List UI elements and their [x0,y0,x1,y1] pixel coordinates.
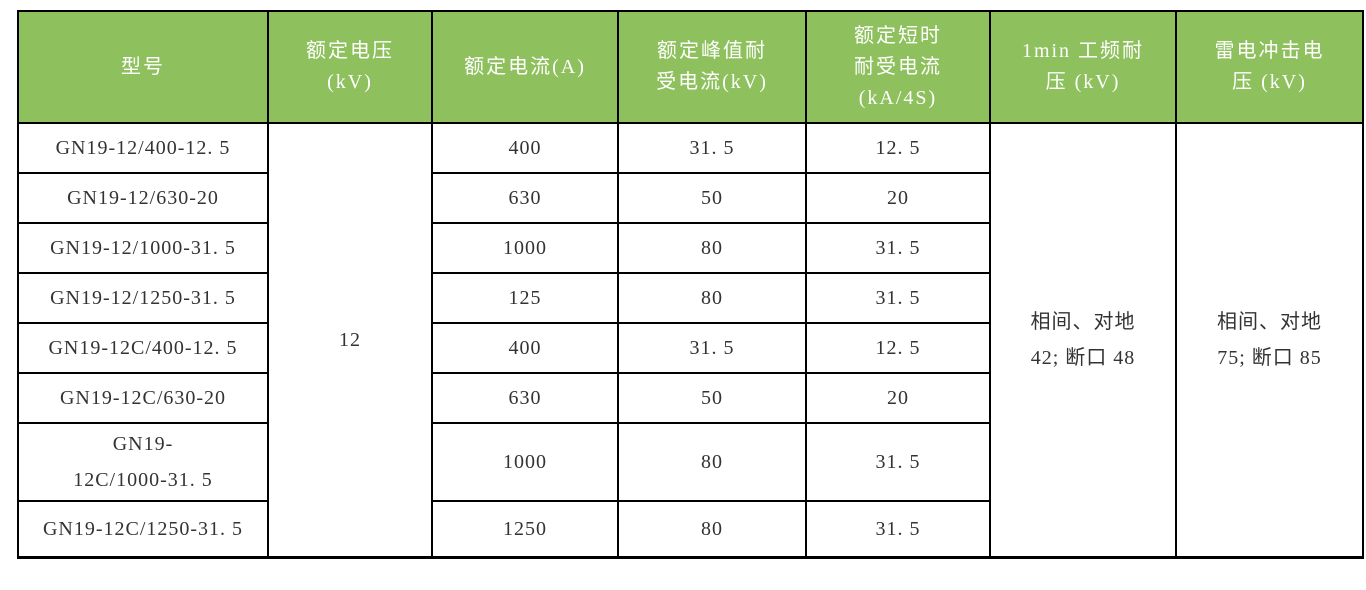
short-time-withstand-cell: 20 [805,172,991,224]
rated-current-cell: 1000 [431,422,619,502]
rated-current-cell: 1250 [431,500,619,558]
peak-withstand-cell: 80 [617,422,807,502]
model-cell: GN19- 12C/1000-31. 5 [17,422,269,502]
table-body: GN19-12/400-12. 5 12 400 31. 5 12. 5 相间、… [17,122,1364,558]
model-cell: GN19-12C/630-20 [17,372,269,424]
short-time-withstand-cell: 31. 5 [805,500,991,558]
model-cell: GN19-12/1000-31. 5 [17,222,269,274]
column-header-rated-voltage: 额定电压 (kV) [267,10,433,124]
short-time-withstand-cell: 12. 5 [805,322,991,374]
table-row: GN19-12/400-12. 5 12 400 31. 5 12. 5 相间、… [17,122,1364,558]
peak-withstand-cell: 31. 5 [617,322,807,374]
model-cell: GN19-12C/400-12. 5 [17,322,269,374]
spec-table: 型号 额定电压 (kV) 额定电流(A) 额定峰值耐 受电流(kV) 额定短时 … [17,10,1364,559]
column-header-rated-current: 额定电流(A) [431,10,619,124]
peak-withstand-cell: 80 [617,222,807,274]
table-row: GN19-12C/1250-31. 5 1250 80 31. 5 [17,500,1363,558]
rated-current-cell: 1000 [431,222,619,274]
peak-withstand-cell: 50 [617,372,807,424]
peak-withstand-cell: 50 [617,172,807,224]
peak-withstand-cell: 31. 5 [617,122,807,174]
rated-current-cell: 125 [431,272,619,324]
short-time-withstand-cell: 12. 5 [805,122,991,174]
table-row: GN19-12/630-20 630 50 20 [17,172,1363,224]
table-row: GN19- 12C/1000-31. 5 1000 80 31. 5 [17,422,1363,502]
rated-current-cell: 630 [431,172,619,224]
table-row: GN19-12/1000-31. 5 1000 80 31. 5 [17,222,1363,274]
rated-current-cell: 630 [431,372,619,424]
peak-withstand-cell: 80 [617,272,807,324]
column-header-peak-withstand-current: 额定峰值耐 受电流(kV) [617,10,807,124]
table-header: 型号 额定电压 (kV) 额定电流(A) 额定峰值耐 受电流(kV) 额定短时 … [17,10,1364,124]
short-time-withstand-cell: 31. 5 [805,422,991,502]
lightning-impulse-cell: 相间、对地 75; 断口 85 [1175,122,1364,558]
model-cell: GN19-12/400-12. 5 [17,122,269,174]
peak-withstand-cell: 80 [617,500,807,558]
model-cell: GN19-12/1250-31. 5 [17,272,269,324]
short-time-withstand-cell: 31. 5 [805,222,991,274]
rated-voltage-cell: 12 [267,122,433,558]
table-row: GN19-12/1250-31. 5 125 80 31. 5 [17,272,1363,324]
model-cell: GN19-12C/1250-31. 5 [17,500,269,558]
column-header-model: 型号 [17,10,269,124]
rated-current-cell: 400 [431,122,619,174]
rated-current-cell: 400 [431,322,619,374]
short-time-withstand-cell: 20 [805,372,991,424]
table-row: GN19-12C/400-12. 5 400 31. 5 12. 5 [17,322,1363,374]
table-row: GN19-12C/630-20 630 50 20 [17,372,1363,424]
header-row: 型号 额定电压 (kV) 额定电流(A) 额定峰值耐 受电流(kV) 额定短时 … [17,10,1364,124]
column-header-lightning-impulse: 雷电冲击电 压 (kV) [1175,10,1364,124]
short-time-withstand-cell: 31. 5 [805,272,991,324]
power-frequency-cell: 相间、对地 42; 断口 48 [989,122,1177,558]
column-header-power-frequency-withstand: 1min 工频耐 压 (kV) [989,10,1177,124]
column-header-short-time-withstand-current: 额定短时 耐受电流 (kA/4S) [805,10,991,124]
model-cell: GN19-12/630-20 [17,172,269,224]
